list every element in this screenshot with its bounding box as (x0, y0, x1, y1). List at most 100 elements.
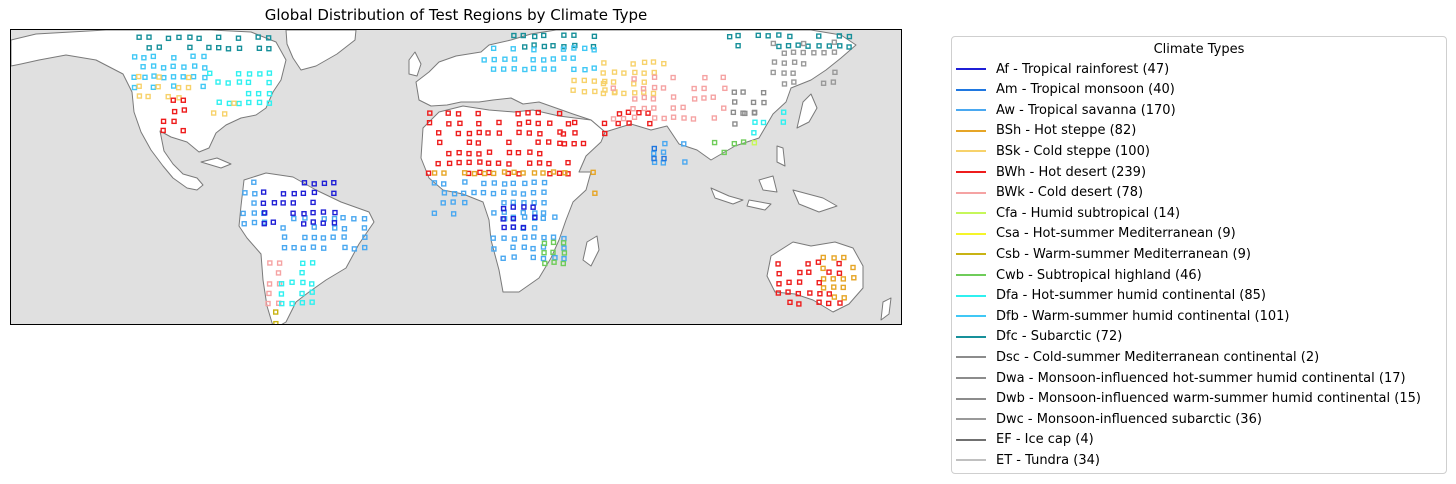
region-marker-aw (281, 234, 288, 240)
region-marker-dfc (187, 34, 193, 40)
region-marker-dfb (192, 63, 198, 69)
region-marker-bwh (456, 159, 462, 166)
region-marker-aw (481, 180, 487, 187)
region-marker-bsk (641, 59, 648, 66)
region-marker-dfc (755, 32, 761, 39)
legend: Climate Types Af - Tropical rainforest (… (951, 36, 1447, 474)
legend-swatch (956, 232, 986, 235)
region-marker-aw (291, 215, 297, 222)
region-marker-dfb (522, 66, 528, 73)
region-marker-bwk (610, 116, 617, 122)
region-marker-dfc (256, 45, 263, 51)
region-marker-bwh (515, 111, 521, 117)
region-marker-dfb (202, 74, 208, 81)
region-marker-dfa (216, 99, 222, 105)
region-marker-bwh (565, 159, 571, 166)
region-marker-dfb (170, 74, 177, 80)
region-marker-dfb (531, 47, 537, 53)
region-marker-bsh (840, 276, 847, 282)
region-marker-bwh (601, 120, 608, 127)
region-marker-dfc (522, 44, 528, 50)
region-marker-af (532, 214, 538, 221)
region-marker-aw (662, 140, 668, 147)
land-madagascar (582, 235, 600, 267)
region-marker-dfa (256, 99, 263, 106)
region-marker-af (261, 210, 268, 216)
region-marker-dfc (266, 45, 272, 52)
region-marker-dfb (131, 54, 138, 60)
region-marker-bwk (670, 114, 677, 120)
region-marker-dwc (781, 50, 788, 56)
region-marker-dfb (570, 55, 576, 61)
region-marker-dfb (170, 63, 176, 70)
region-marker-af (311, 181, 317, 187)
region-marker-bsk (175, 84, 182, 91)
region-marker-dfb (181, 64, 187, 70)
region-marker-bsk (136, 93, 143, 99)
region-marker-bsh (592, 190, 598, 196)
region-marker-bsk (610, 79, 617, 85)
region-marker-bsh (820, 285, 827, 291)
region-marker-dfc (776, 32, 782, 38)
region-marker-dfc (156, 44, 163, 50)
region-marker-dfa (245, 79, 252, 86)
region-marker-aw (552, 214, 558, 220)
region-marker-bwk (640, 86, 647, 92)
region-marker-bwk (620, 115, 627, 122)
region-marker-bsh (830, 276, 836, 282)
legend-item-bsh: BSh - Hot steppe (82) (956, 121, 1136, 141)
region-marker-aw (510, 180, 517, 187)
region-marker-aw (251, 200, 257, 206)
legend-item-dfc: Dfc - Subarctic (72) (956, 327, 1122, 347)
region-marker-dfb (490, 45, 497, 52)
region-marker-dfb (142, 74, 148, 81)
region-marker-bwk (722, 85, 728, 92)
region-marker-bwh (160, 118, 167, 125)
legend-label: Dwc - Monsoon-influenced subarctic (36) (996, 411, 1262, 427)
region-marker-bwh (565, 171, 571, 177)
region-marker-dfb (150, 84, 157, 91)
region-marker-aw (242, 190, 248, 196)
region-marker-bsk (602, 87, 608, 93)
region-marker-dfb (170, 83, 177, 89)
region-marker-aw (491, 246, 497, 252)
region-marker-dfa (309, 299, 315, 305)
region-marker-dfa (236, 100, 242, 107)
region-marker-dfc (541, 43, 548, 50)
region-marker-dfb (190, 73, 197, 80)
region-marker-af (530, 204, 536, 210)
region-marker-cwb (560, 240, 567, 246)
region-marker-dfc (591, 33, 598, 40)
region-marker-dwc (800, 61, 807, 67)
region-marker-aw (530, 189, 537, 196)
region-marker-bwk (661, 115, 667, 122)
legend-label: ET - Tundra (34) (996, 452, 1100, 468)
legend-item-dfa: Dfa - Hot-summer humid continental (85) (956, 286, 1266, 306)
legend-swatch (956, 459, 986, 462)
region-marker-dfc (215, 34, 222, 41)
region-marker-dfb (530, 65, 537, 72)
region-marker-bwh (476, 151, 482, 157)
region-marker-bwh (807, 290, 813, 296)
region-marker-bwh (647, 120, 653, 127)
region-marker-bsh (841, 295, 847, 301)
region-marker-dfa (207, 70, 213, 77)
legend-swatch (956, 212, 986, 215)
region-marker-bsh (820, 265, 826, 272)
region-marker-aw (510, 199, 516, 206)
region-marker-bwk (681, 115, 687, 121)
region-marker-aw (311, 224, 317, 230)
region-marker-aw (251, 219, 258, 226)
region-marker-bsh (850, 264, 856, 271)
region-marker-bwh (545, 139, 552, 145)
region-marker-bwh (786, 279, 792, 286)
region-marker-aw (660, 149, 667, 155)
region-marker-aw (521, 244, 527, 250)
region-marker-dfa (300, 260, 306, 267)
region-marker-dfa (299, 290, 305, 297)
region-marker-dfb (571, 66, 577, 73)
region-marker-dfa (257, 71, 263, 77)
region-marker-dfc (235, 35, 242, 41)
region-marker-bwh (547, 120, 553, 126)
region-marker-bwh (797, 269, 803, 276)
